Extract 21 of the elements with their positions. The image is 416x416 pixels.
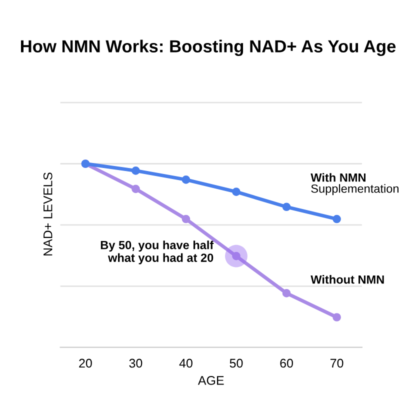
x-tick-label: 70 xyxy=(330,358,344,368)
x-tick-label: 30 xyxy=(129,358,142,368)
chart-title: How NMN Works: Boosting NAD+ As You Age xyxy=(20,40,396,56)
x-tick-label: 50 xyxy=(230,358,243,368)
point xyxy=(282,202,291,212)
annotation: By 50, you have half what you had at 20 xyxy=(100,240,214,264)
x-tick-label: 60 xyxy=(280,358,293,368)
point xyxy=(132,184,140,194)
y-axis-title: NAD+ LEVELS xyxy=(43,172,52,256)
series-label: Without NMN xyxy=(310,275,384,284)
point xyxy=(182,176,190,184)
point xyxy=(182,214,190,224)
series-label: With NMN Supplementation xyxy=(310,173,398,196)
x-tick-label: 20 xyxy=(79,358,92,368)
point xyxy=(132,166,140,175)
point xyxy=(332,214,341,224)
point xyxy=(232,188,240,196)
point xyxy=(332,313,341,322)
x-tick-label: 40 xyxy=(179,358,192,368)
x-axis-title: AGE xyxy=(198,376,224,385)
point xyxy=(282,289,291,298)
